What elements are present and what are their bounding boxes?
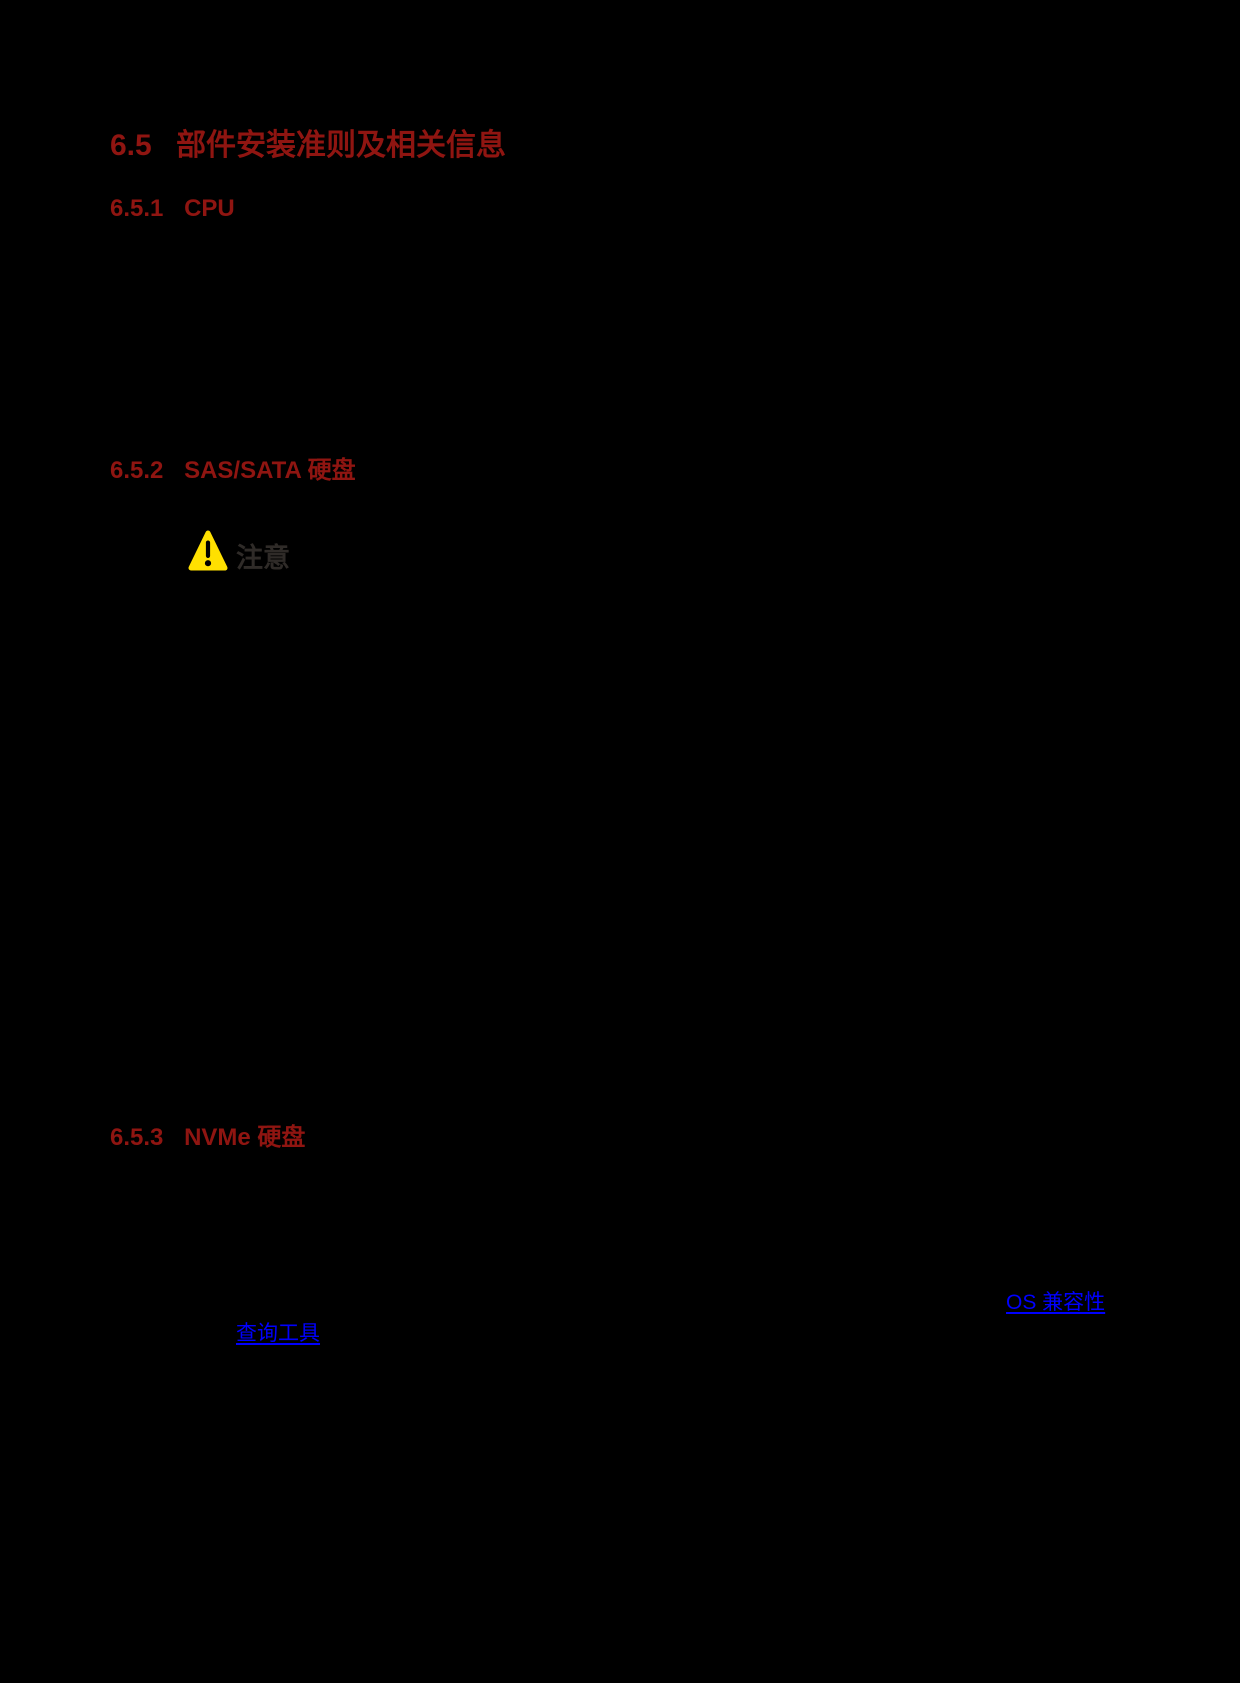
subsection-title: NVMe 硬盘 (184, 1124, 306, 1151)
section-heading: 6.5 部件安装准则及相关信息 (110, 127, 506, 164)
caution-label: 注意 (236, 543, 290, 573)
section-heading-title: 部件安装准则及相关信息 (176, 129, 507, 162)
subsection-number: 6.5.2 (110, 457, 164, 484)
subsection-heading-nvme: 6.5.3 NVMe 硬盘 (110, 1123, 305, 1153)
subsection-heading-sas-sata: 6.5.2 SAS/SATA 硬盘 (110, 456, 356, 486)
subsection-title: SAS/SATA 硬盘 (184, 457, 356, 484)
warning-triangle-icon (187, 527, 229, 573)
query-tool-link[interactable]: 查询工具 (236, 1322, 320, 1345)
subsection-heading-cpu: 6.5.1 CPU (110, 194, 235, 224)
subsection-title: CPU (184, 195, 235, 222)
subsection-number: 6.5.1 (110, 195, 164, 222)
section-heading-number: 6.5 (110, 129, 152, 162)
os-compatibility-link[interactable]: OS 兼容性 (1006, 1291, 1106, 1314)
subsection-number: 6.5.3 (110, 1124, 164, 1151)
